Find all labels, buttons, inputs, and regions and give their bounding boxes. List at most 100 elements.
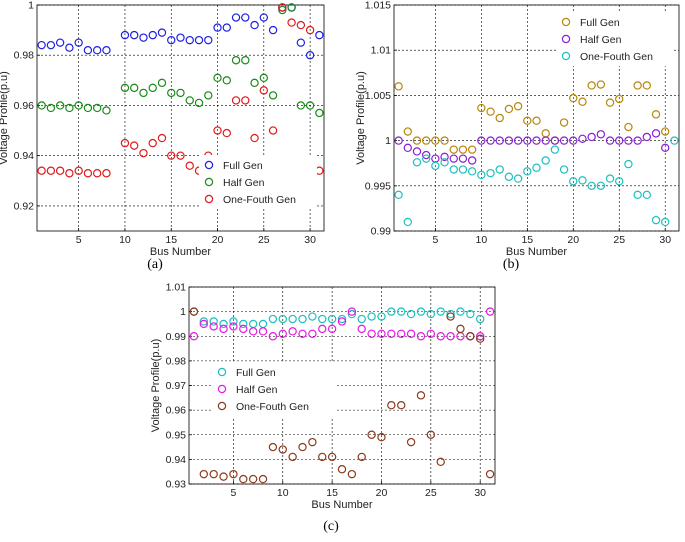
data-point (456, 307, 465, 316)
x-tick-label: 30 (304, 234, 316, 246)
legend-box (556, 12, 674, 66)
data-point (578, 176, 587, 185)
y-tick-label: 0.94 (166, 454, 187, 466)
x-tick-label: 25 (613, 234, 625, 246)
chart-panel-b: 5 10 15 20 25 30 0.99 0.995 1 1.005 1.01 1.015 Bus N… (355, 0, 680, 272)
data-point (406, 437, 416, 447)
data-point (139, 148, 148, 158)
data-point (495, 165, 504, 174)
data-point (239, 324, 248, 334)
series-one-fouth-gen (394, 136, 679, 227)
legend-entry: One-Fouth Gen (580, 51, 653, 63)
data-point (318, 314, 327, 324)
data-point (475, 332, 485, 341)
data-point (92, 169, 102, 178)
data-point (250, 133, 259, 143)
x-tick-label: 10 (277, 487, 289, 499)
data-point (120, 83, 130, 93)
data-point (387, 401, 396, 410)
data-point (204, 35, 213, 45)
chart-panel-c: 5 10 15 20 25 30 0.93 0.94 0.95 0.96 0.97 0.98 0.99 1… (150, 282, 496, 534)
data-point (446, 309, 455, 319)
data-point (357, 324, 366, 334)
data-point (46, 103, 56, 113)
figure-caption: (a) (147, 257, 163, 272)
data-point (199, 317, 209, 326)
legend-entry: Half Gen (580, 34, 622, 46)
data-point (185, 35, 194, 45)
data-point (298, 442, 307, 452)
data-point (367, 329, 376, 338)
data-point (578, 134, 587, 143)
data-point (83, 103, 93, 113)
data-point (305, 101, 315, 110)
data-point (315, 30, 324, 40)
data-point (426, 329, 436, 338)
data-point (403, 127, 412, 136)
series-full-gen (189, 307, 485, 329)
data-point (523, 167, 532, 176)
data-point (268, 91, 278, 100)
data-point (55, 38, 65, 47)
data-point (467, 156, 477, 165)
data-point (495, 136, 504, 145)
x-tick-label: 5 (432, 234, 438, 246)
data-point (167, 88, 176, 98)
data-point (596, 130, 606, 139)
data-point (532, 163, 541, 172)
data-point (308, 329, 317, 338)
data-point (578, 97, 587, 106)
data-point (318, 324, 327, 334)
data-point (347, 309, 357, 319)
data-point (337, 317, 347, 326)
data-point (204, 91, 213, 100)
data-point (268, 332, 278, 341)
data-point (74, 38, 83, 47)
legend-marker (561, 34, 571, 44)
data-point (605, 136, 615, 145)
x-tick-label: 10 (475, 234, 487, 246)
data-point (65, 103, 74, 113)
data-point (357, 314, 366, 324)
data-point (513, 136, 523, 145)
data-point (296, 20, 306, 30)
data-point (287, 3, 296, 12)
data-point (412, 147, 422, 156)
data-point (416, 332, 426, 341)
data-point (176, 33, 185, 42)
legend-entry: Half Gen (236, 384, 278, 396)
data-point (513, 102, 523, 111)
data-point (436, 307, 445, 316)
legend-entry: Full Gen (236, 367, 276, 379)
data-point (209, 322, 218, 331)
data-point (185, 161, 194, 170)
y-tick-label: 0.98 (166, 355, 187, 367)
data-point (268, 314, 278, 324)
data-point (485, 469, 495, 479)
data-point (327, 314, 337, 324)
legend-marker (217, 384, 227, 394)
data-point (102, 106, 111, 115)
data-point (248, 474, 258, 484)
data-point (209, 317, 218, 326)
data-point (213, 23, 222, 32)
y-axis-label: Voltage Profile(p.u) (0, 71, 10, 165)
data-point (403, 143, 412, 153)
data-point (426, 430, 436, 439)
data-point (466, 332, 475, 341)
data-point (446, 332, 455, 341)
data-point (661, 217, 670, 227)
y-tick-label: 1 (180, 306, 186, 318)
data-point (587, 181, 596, 190)
y-tick-label: 0.995 (365, 180, 391, 192)
series-full-gen (37, 3, 324, 60)
x-tick-label: 15 (326, 487, 338, 499)
data-point (46, 166, 56, 175)
data-point (569, 136, 578, 145)
data-point (278, 445, 287, 454)
data-point (278, 314, 287, 324)
data-point (74, 166, 83, 175)
y-tick-label: 1.005 (365, 90, 391, 102)
data-point (148, 83, 157, 93)
data-point (615, 177, 624, 186)
